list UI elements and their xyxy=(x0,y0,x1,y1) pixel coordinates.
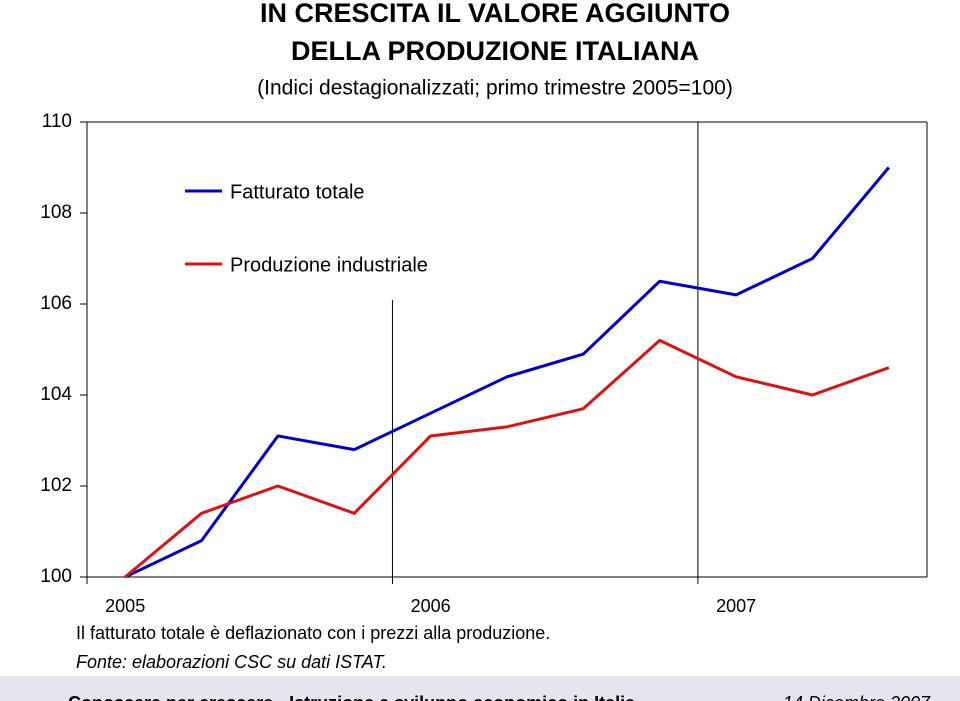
x-tick-label: 2006 xyxy=(411,596,451,616)
series-line xyxy=(124,338,890,579)
series-line xyxy=(124,166,890,579)
chart-subtitle: (Indici destagionalizzati; primo trimest… xyxy=(257,77,733,100)
y-tick-label: 100 xyxy=(40,566,72,587)
footer-band xyxy=(0,676,960,701)
chart-title: IN CRESCITA IL VALORE AGGIUNTO xyxy=(260,0,730,28)
footer-right: 14 Dicembre 2007 xyxy=(783,693,931,701)
legend-label: Fatturato totale xyxy=(230,181,365,203)
y-tick-label: 106 xyxy=(40,293,72,314)
note: Il fatturato totale è deflazionato con i… xyxy=(76,623,550,643)
chart-title: DELLA PRODUZIONE ITALIANA xyxy=(291,36,699,66)
y-tick-label: 102 xyxy=(40,475,72,496)
x-tick-label: 2007 xyxy=(716,596,756,616)
y-tick-label: 104 xyxy=(40,384,72,405)
x-tick-label: 2005 xyxy=(105,596,145,616)
footer-left: Conoscere per crescere - Istruzione e sv… xyxy=(68,693,636,701)
y-tick-label: 108 xyxy=(40,202,72,223)
note: Fonte: elaborazioni CSC su dati ISTAT. xyxy=(76,652,387,672)
legend-label: Produzione industriale xyxy=(230,254,428,276)
y-tick-label: 110 xyxy=(42,111,72,132)
